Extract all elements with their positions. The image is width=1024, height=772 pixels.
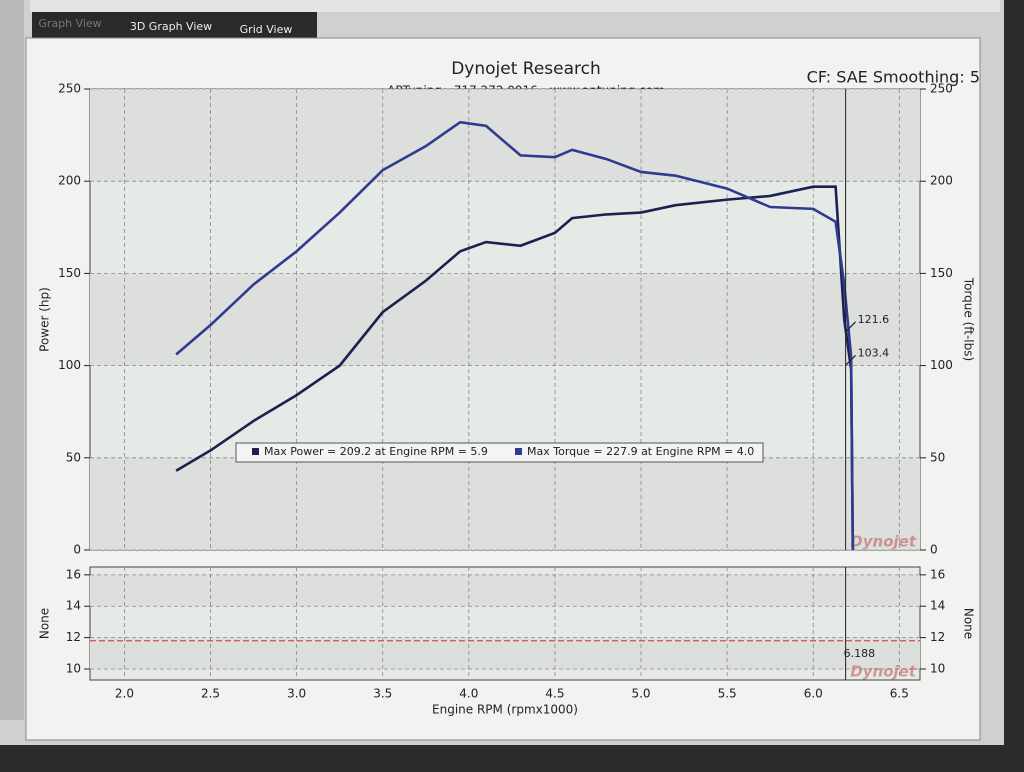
y-tick-label: 16: [66, 567, 81, 581]
y2-tick-label: 10: [930, 662, 945, 676]
x-tick-label: 2.5: [201, 687, 220, 701]
band: [90, 457, 920, 550]
x-tick-label: 5.0: [631, 687, 650, 701]
cursor-arrow: [845, 354, 857, 366]
chart-title: Dynojet Research: [451, 59, 601, 79]
y-axis-label: None: [38, 608, 52, 639]
y-tick-label: 50: [66, 450, 81, 464]
y2-axis-label: Torque (ft-lbs): [962, 277, 976, 361]
y-tick-label: 150: [58, 266, 81, 280]
y-tick-label: 200: [58, 174, 81, 188]
legend-label: Max Torque = 227.9 at Engine RPM = 4.0: [527, 445, 754, 458]
x-tick-label: 6.0: [804, 687, 823, 701]
cursor-value: 121.6: [858, 313, 890, 326]
watermark: Dynojet: [850, 533, 917, 551]
x-tick-label: 4.5: [545, 687, 564, 701]
x-tick-label: 5.5: [718, 687, 737, 701]
tab[interactable]: Graph View: [38, 17, 101, 30]
y-tick-label: 0: [73, 543, 81, 557]
y2-tick-label: 150: [930, 266, 953, 280]
y-tick-label: 250: [58, 82, 81, 96]
series-line: [175, 120, 855, 551]
toolbar: [30, 0, 1000, 12]
y2-tick-label: 12: [930, 630, 945, 644]
legend-swatch: [252, 448, 259, 455]
x-axis-label: Engine RPM (rpmx1000): [432, 703, 578, 717]
y2-tick-label: 14: [930, 599, 945, 613]
cursor-arrow: [845, 321, 857, 333]
band: [90, 273, 920, 366]
cursor-value: 103.4: [858, 346, 890, 359]
y-tick-label: 100: [58, 358, 81, 372]
band: [90, 89, 920, 182]
x-tick-label: 3.5: [373, 687, 392, 701]
series-line: [175, 185, 855, 551]
x-tick-label: 4.0: [459, 687, 478, 701]
scrollbar: [0, 0, 24, 720]
y2-axis-label: None: [962, 608, 976, 639]
tab[interactable]: 3D Graph View: [130, 20, 212, 33]
y2-tick-label: 250: [930, 82, 953, 96]
y-tick-label: 10: [66, 662, 81, 676]
y-tick-label: 14: [66, 599, 81, 613]
watermark: Dynojet: [850, 663, 917, 681]
tab-bar: [32, 12, 317, 40]
y-axis-label: Power (hp): [38, 287, 52, 352]
x-tick-label: 3.0: [287, 687, 306, 701]
y2-tick-label: 0: [930, 543, 938, 557]
band: [90, 637, 920, 670]
cursor-label: 6.188: [844, 647, 876, 660]
legend-label: Max Power = 209.2 at Engine RPM = 5.9: [264, 445, 488, 458]
x-tick-label: 2.0: [115, 687, 134, 701]
y2-tick-label: 50: [930, 450, 945, 464]
x-tick-label: 6.5: [890, 687, 909, 701]
legend: [235, 442, 764, 463]
tab[interactable]: Grid View: [240, 23, 293, 36]
legend-swatch: [515, 448, 522, 455]
y2-tick-label: 16: [930, 567, 945, 581]
annotation: CF: SAE Smoothing: 5: [807, 68, 980, 87]
y2-tick-label: 200: [930, 174, 953, 188]
y2-tick-label: 100: [930, 358, 953, 372]
band: [90, 574, 920, 607]
y-tick-label: 12: [66, 630, 81, 644]
